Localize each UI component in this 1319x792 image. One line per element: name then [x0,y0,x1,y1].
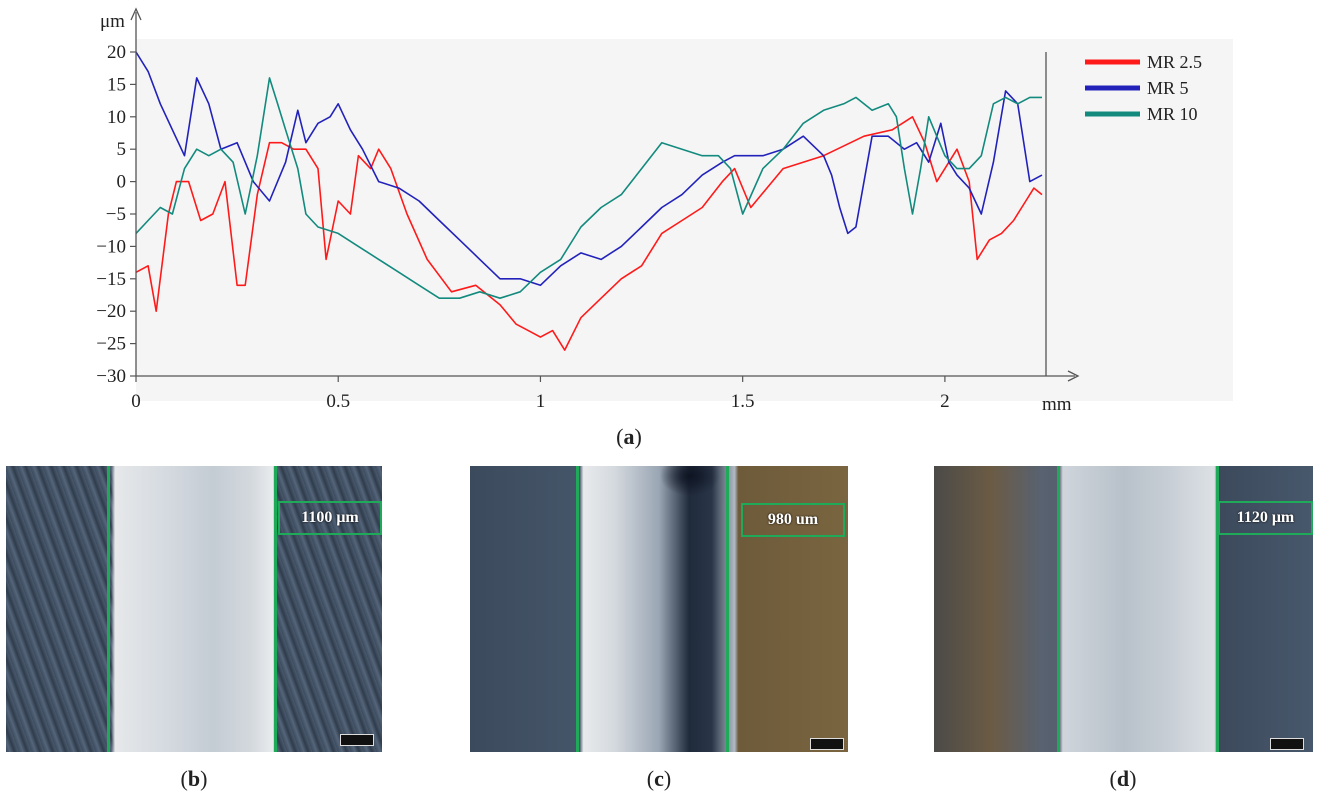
y-tick-label: 0 [117,172,127,193]
width-marker-left [107,466,110,752]
legend: MR 2.5 MR 5 MR 10 [1085,52,1202,124]
width-marker-right [1216,466,1219,752]
micrograph-d: 1120 μm [934,466,1313,752]
series-line-2 [135,51,1043,287]
micrograph-c: 980 um [470,466,848,752]
y-tick-label: −20 [96,301,126,322]
x-tick-label: 0.5 [326,391,350,412]
width-label: 1100 μm [278,501,382,535]
y-tick-label: −10 [96,236,126,257]
x-axis-label: mm [1042,394,1072,415]
caption-a: (a) [616,424,642,449]
caption-d: (d) [1109,766,1137,791]
y-tick-label: −25 [96,334,126,355]
width-label: 980 um [741,503,845,537]
x-tick-label: 2 [940,391,950,412]
y-tick-label: 15 [107,74,126,95]
scale-bar [340,734,374,746]
y-tick-label: 20 [107,42,126,63]
series-line-1 [135,116,1043,351]
y-tick-label: 10 [107,107,126,128]
y-axis-arrow [130,7,142,21]
y-tick-label: −5 [106,204,126,225]
caption-b: (b) [180,766,208,791]
width-marker-left [1057,466,1060,752]
profile-chart: 0 0.5 1 1.5 2 20 15 10 5 0 −5 −10 −15 −20 −25 −30 μm m… [96,7,1233,415]
micrograph-b: 1100 μm [6,466,382,752]
legend-label-2: MR 5 [1147,78,1189,98]
x-axis-arrow [1067,370,1080,382]
width-marker-left [576,466,579,752]
series-line-3 [135,77,1042,300]
scale-bar [810,738,844,750]
y-axis-label: μm [100,11,125,32]
width-label: 1120 μm [1218,501,1313,535]
y-ticks: 20 15 10 5 0 −5 −10 −15 −20 −25 −30 [96,42,136,387]
legend-label-1: MR 2.5 [1147,52,1202,72]
x-ticks: 0 0.5 1 1.5 2 [131,376,950,412]
series-layer [135,51,1043,351]
legend-label-3: MR 10 [1147,104,1198,124]
x-tick-label: 0 [131,391,141,412]
y-tick-label: −30 [96,366,126,387]
x-tick-label: 1 [536,391,546,412]
scale-bar [1270,738,1304,750]
width-marker-right [726,466,729,752]
width-marker-right [274,466,277,752]
x-tick-label: 1.5 [731,391,755,412]
y-tick-label: −15 [96,269,126,290]
plot-background [136,39,1233,401]
y-tick-label: 5 [117,139,127,160]
caption-c: (c) [646,766,672,791]
